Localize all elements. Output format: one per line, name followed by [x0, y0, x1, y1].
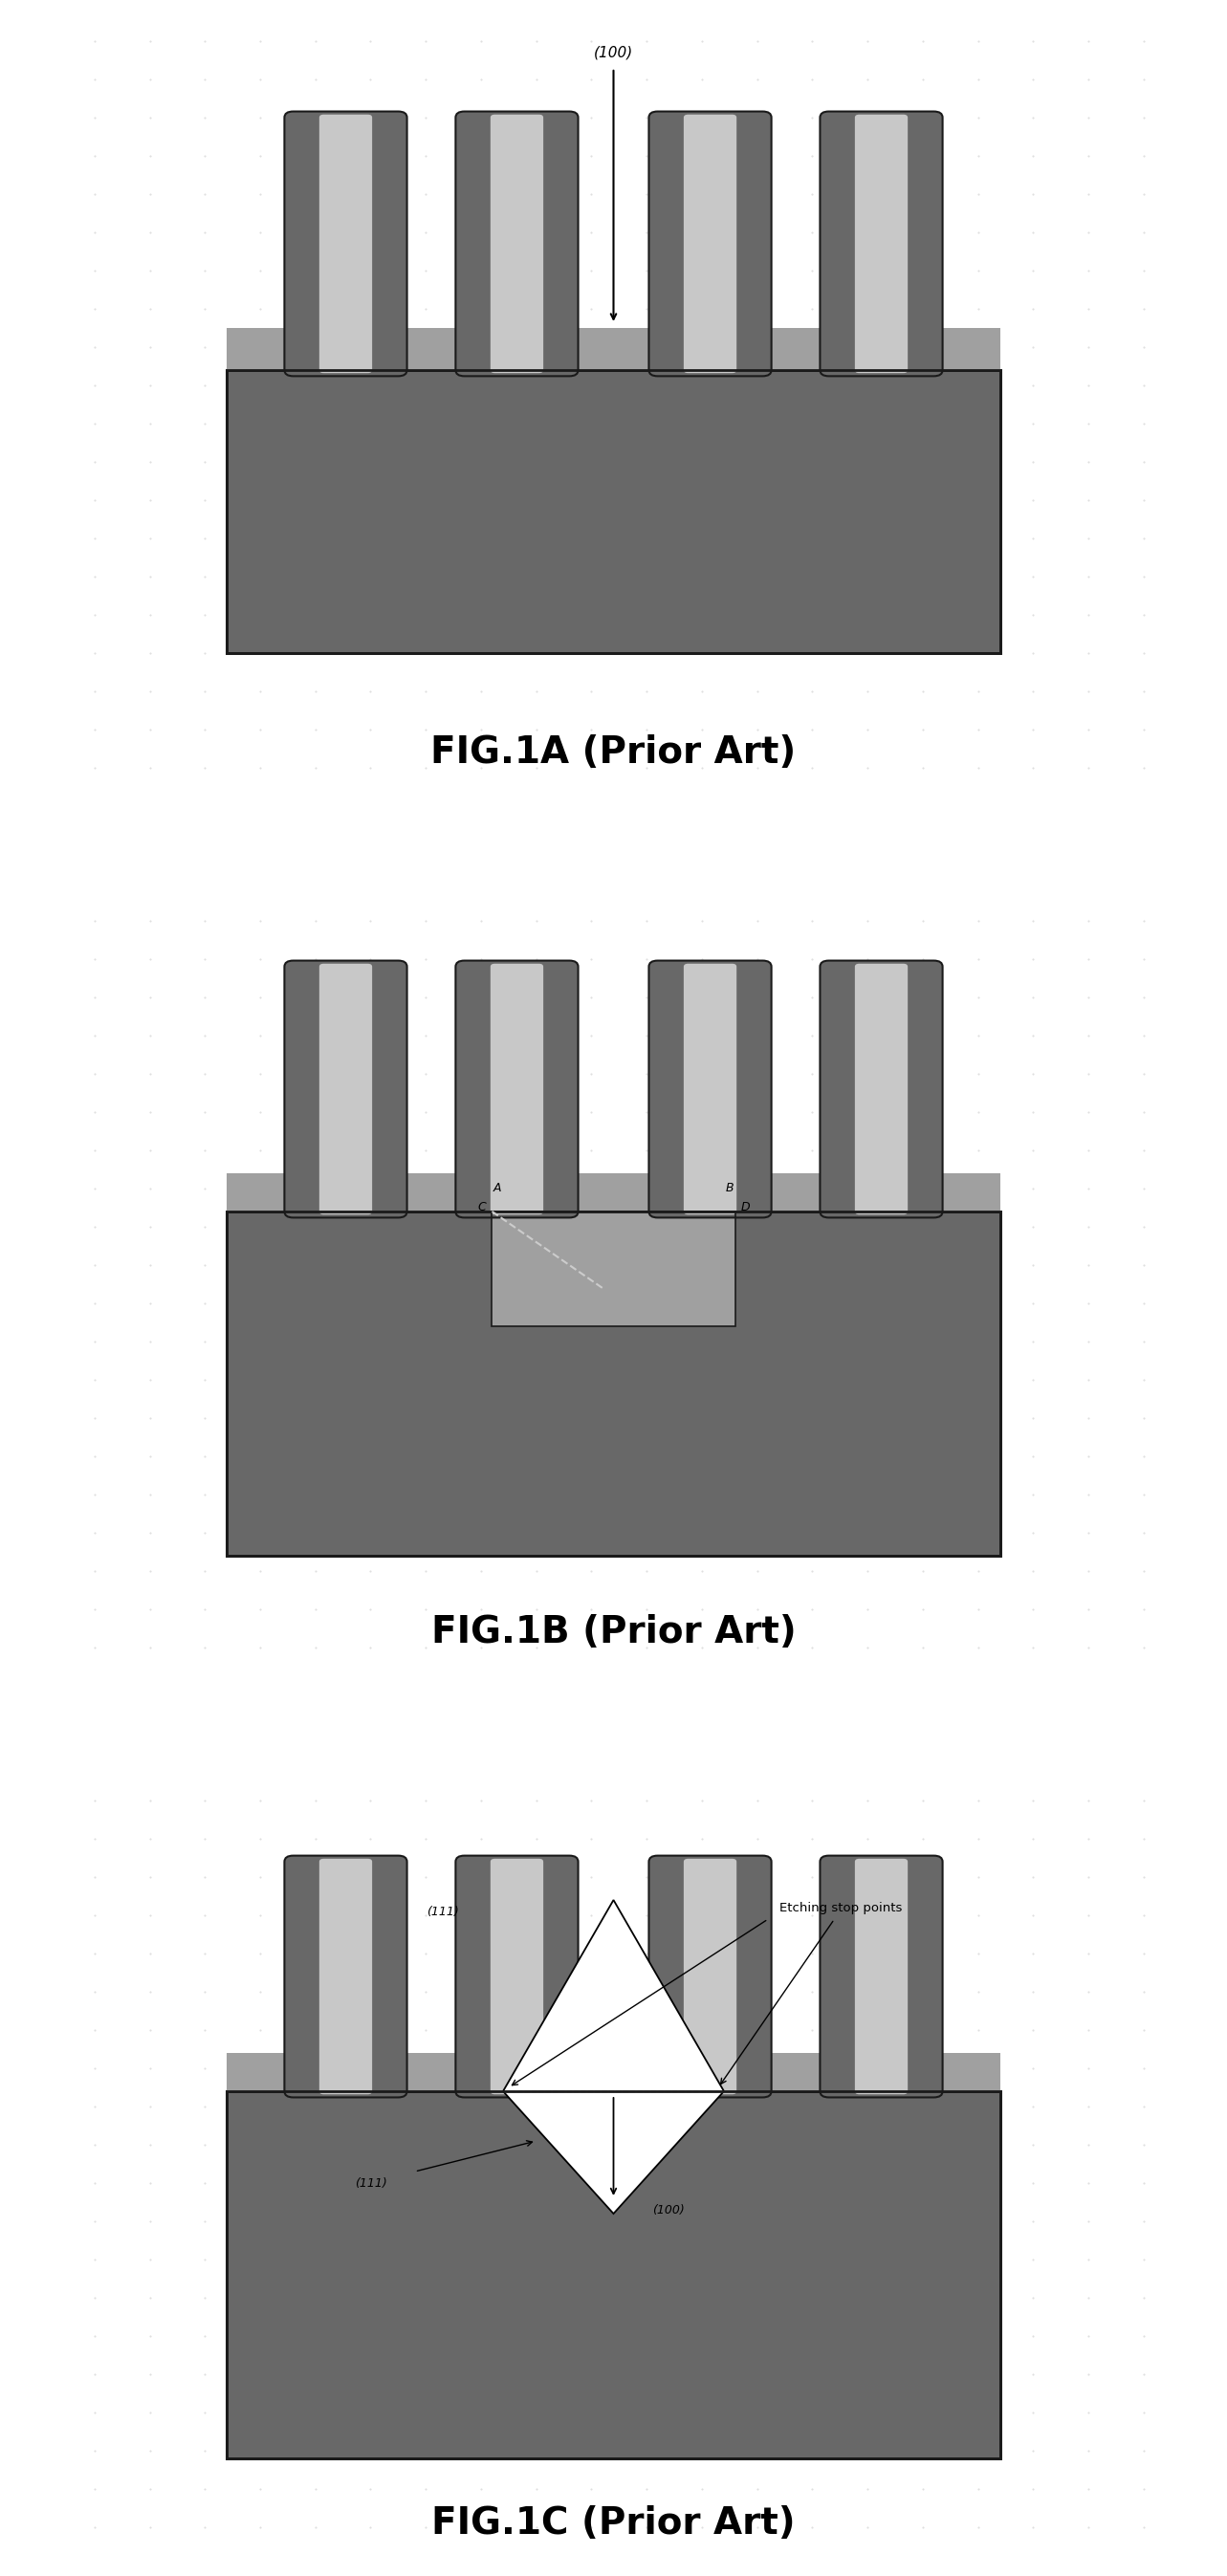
- Bar: [492, 1172, 735, 1327]
- Bar: [227, 2053, 503, 2092]
- FancyBboxPatch shape: [683, 113, 736, 374]
- Bar: [227, 371, 1000, 654]
- FancyBboxPatch shape: [455, 1855, 578, 2097]
- Text: FIG.1C (Prior Art): FIG.1C (Prior Art): [432, 2506, 795, 2543]
- Text: FIG.1B (Prior Art): FIG.1B (Prior Art): [431, 1615, 796, 1651]
- FancyBboxPatch shape: [319, 1860, 372, 2094]
- FancyBboxPatch shape: [455, 961, 578, 1218]
- Bar: [227, 2092, 1000, 2458]
- Text: FIG.1A (Prior Art): FIG.1A (Prior Art): [431, 734, 796, 770]
- FancyBboxPatch shape: [820, 1855, 942, 2097]
- FancyBboxPatch shape: [855, 113, 908, 374]
- FancyBboxPatch shape: [491, 113, 544, 374]
- Text: C: C: [479, 1200, 486, 1213]
- FancyBboxPatch shape: [285, 1855, 407, 2097]
- Bar: [227, 2092, 1000, 2458]
- FancyBboxPatch shape: [285, 111, 407, 376]
- Text: A: A: [493, 1182, 502, 1195]
- Bar: [227, 1211, 1000, 1556]
- FancyBboxPatch shape: [820, 111, 942, 376]
- FancyBboxPatch shape: [649, 1855, 772, 2097]
- FancyBboxPatch shape: [285, 961, 407, 1218]
- Text: Etching stop points: Etching stop points: [779, 1901, 902, 1914]
- Text: B: B: [725, 1182, 734, 1195]
- FancyBboxPatch shape: [820, 961, 942, 1218]
- FancyBboxPatch shape: [683, 963, 736, 1213]
- Bar: [227, 1211, 1000, 1556]
- FancyBboxPatch shape: [491, 1860, 544, 2094]
- Bar: [492, 1211, 735, 1327]
- FancyBboxPatch shape: [649, 111, 772, 376]
- FancyBboxPatch shape: [855, 963, 908, 1213]
- Text: (100): (100): [652, 2202, 685, 2215]
- FancyBboxPatch shape: [319, 963, 372, 1213]
- Text: (111): (111): [355, 2177, 387, 2190]
- FancyBboxPatch shape: [491, 963, 544, 1213]
- Text: (111): (111): [427, 1906, 459, 1917]
- FancyBboxPatch shape: [455, 111, 578, 376]
- FancyBboxPatch shape: [855, 1860, 908, 2094]
- Text: (100): (100): [594, 46, 633, 59]
- FancyBboxPatch shape: [319, 113, 372, 374]
- FancyBboxPatch shape: [683, 1860, 736, 2094]
- Bar: [724, 2053, 1000, 2092]
- Text: D: D: [740, 1200, 750, 1213]
- Bar: [735, 1172, 1000, 1211]
- Polygon shape: [503, 1901, 724, 2213]
- FancyBboxPatch shape: [649, 961, 772, 1218]
- Bar: [227, 371, 1000, 654]
- Bar: [227, 1172, 492, 1211]
- Bar: [227, 327, 1000, 371]
